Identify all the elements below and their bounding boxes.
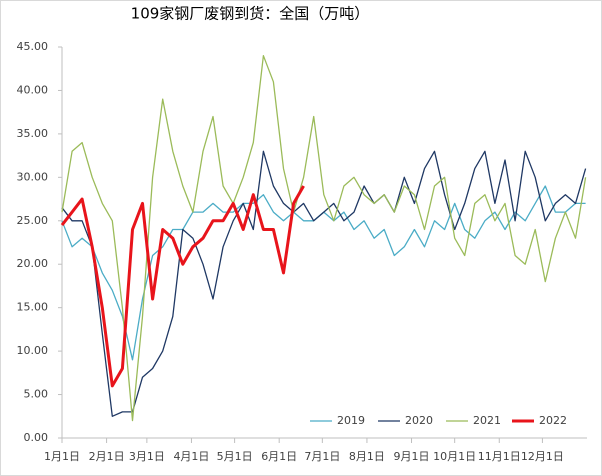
- x-tick-label: 6月1日: [261, 450, 297, 463]
- y-tick-label: 0.00: [24, 431, 49, 444]
- y-tick-label: 45.00: [17, 40, 49, 53]
- legend-label: 2020: [405, 414, 433, 427]
- x-tick-label: 4月1日: [173, 450, 209, 463]
- legend-label: 2021: [473, 414, 501, 427]
- chart-title: 109家钢厂废钢到货：全国（万吨）: [131, 5, 370, 23]
- x-tick-label: 7月1日: [304, 450, 340, 463]
- x-tick-label: 11月1日: [478, 450, 521, 463]
- x-tick-label: 12月1日: [521, 450, 564, 463]
- x-tick-label: 9月1日: [394, 450, 430, 463]
- y-tick-label: 5.00: [24, 388, 49, 401]
- y-tick-label: 40.00: [17, 83, 49, 96]
- x-tick-label: 10月1日: [433, 450, 476, 463]
- series-line: [60, 185, 305, 388]
- x-tick-label: 1月1日: [44, 450, 80, 463]
- legend-label: 2022: [539, 414, 567, 427]
- y-tick-label: 25.00: [17, 214, 49, 227]
- y-tick-label: 20.00: [17, 257, 49, 270]
- y-tick-label: 15.00: [17, 301, 49, 314]
- y-tick-label: 10.00: [17, 344, 49, 357]
- legend-label: 2019: [337, 414, 365, 427]
- x-tick-label: 2月1日: [89, 450, 125, 463]
- series-line: [61, 150, 587, 417]
- x-tick-label: 5月1日: [217, 450, 253, 463]
- x-tick-label: 8月1日: [349, 450, 385, 463]
- x-tick-label: 3月1日: [129, 450, 165, 463]
- y-tick-label: 35.00: [17, 127, 49, 140]
- series-line: [61, 55, 587, 422]
- y-tick-label: 30.00: [17, 170, 49, 183]
